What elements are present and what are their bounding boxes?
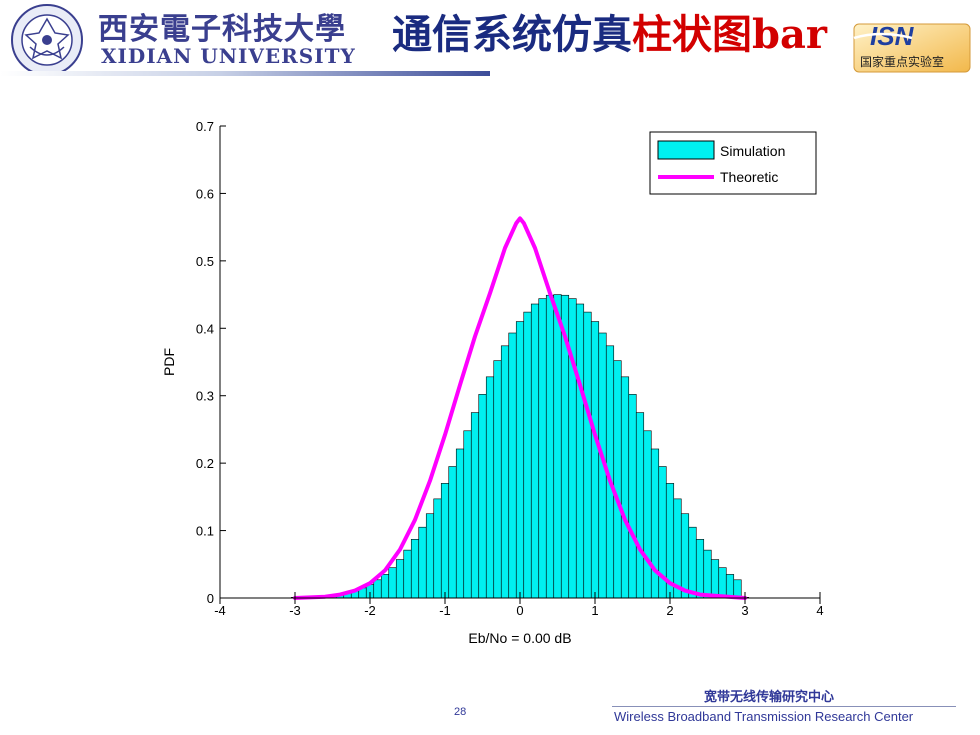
x-tick-label: -4 <box>214 603 226 618</box>
chart-axes: -4 -3 -2 -1 0 1 2 3 4 0 0.1 0.2 0.3 0.4 0.5 0.6 0.7 <box>196 119 824 618</box>
histogram-bar <box>643 430 652 599</box>
histogram-bar <box>628 394 637 599</box>
histogram-bar <box>613 360 622 599</box>
histogram-bar <box>485 376 495 599</box>
y-tick-label: 0.7 <box>196 119 214 134</box>
slide-title: 通信系统仿真柱状图bar <box>392 2 827 60</box>
footer-center-cn: 宽带无线传输研究中心 <box>704 690 835 705</box>
histogram-bar <box>410 539 420 599</box>
histogram-bar <box>575 303 585 599</box>
histogram-bar <box>695 539 705 599</box>
y-tick-label: 0.6 <box>196 186 214 201</box>
histogram-bar <box>380 574 390 599</box>
histogram-bar <box>448 466 457 599</box>
histogram-bar <box>425 513 435 599</box>
histogram-bar <box>583 311 592 599</box>
histogram-bar <box>680 513 690 599</box>
histogram-bar <box>703 549 712 599</box>
y-tick-label: 0.4 <box>196 321 214 336</box>
legend-label-theoretic: Theoretic <box>720 169 778 185</box>
y-tick-label: 0.5 <box>196 254 214 269</box>
histogram-bar <box>493 360 502 599</box>
x-axis-label: Eb/No = 0.00 dB <box>468 630 571 646</box>
x-tick-label: 1 <box>591 603 598 618</box>
histogram-bar <box>403 549 412 599</box>
y-tick-label: 0.3 <box>196 389 214 404</box>
histogram-bar <box>545 294 555 599</box>
x-tick-label: -2 <box>364 603 376 618</box>
x-tick-label: 0 <box>516 603 523 618</box>
legend-label-simulation: Simulation <box>720 143 785 159</box>
histogram-bar <box>388 567 397 599</box>
histogram-bar <box>455 448 465 599</box>
slide-title-main: 通信系统仿真 <box>392 11 632 58</box>
header-divider <box>0 71 490 76</box>
x-tick-label: 4 <box>816 603 823 618</box>
histogram-bar <box>620 376 630 599</box>
histogram-bar <box>478 394 487 599</box>
histogram-bar <box>523 311 532 599</box>
histogram-bar <box>725 574 735 599</box>
x-tick-label: 3 <box>741 603 748 618</box>
histogram-bar <box>500 345 510 599</box>
y-tick-label: 0 <box>207 591 214 606</box>
isn-lab-logo: ISN 国家重点实验室 <box>853 21 971 73</box>
histogram-bar <box>718 567 727 599</box>
theoretic-curve <box>293 216 747 600</box>
y-tick-label: 0.1 <box>196 524 214 539</box>
y-tick-label: 0.2 <box>196 456 214 471</box>
y-axis-label: PDF <box>161 348 177 376</box>
footer-center-en: Wireless Broadband Transmission Research… <box>614 709 914 724</box>
histogram-bar <box>395 559 405 599</box>
histogram-bar <box>590 321 600 599</box>
xidian-university-logo <box>11 4 83 76</box>
histogram-bar <box>673 498 682 599</box>
x-tick-label: -1 <box>439 603 451 618</box>
legend-swatch-simulation <box>657 140 715 160</box>
chart-legend: Simulation Theoretic <box>649 131 817 195</box>
university-name-en: XIDIAN UNIVERSITY <box>101 44 356 68</box>
slide-title-highlight: 柱状图bar <box>632 11 827 58</box>
histogram-bar <box>553 294 562 599</box>
x-tick-label: 2 <box>666 603 673 618</box>
histogram-bar <box>463 430 472 599</box>
histogram-bar <box>418 526 427 599</box>
histogram-bar <box>508 332 517 599</box>
histogram-bar <box>710 559 720 599</box>
x-tick-label: -3 <box>289 603 301 618</box>
histogram-bar <box>530 303 540 599</box>
university-name-cn: 西安電子科技大學 <box>98 12 346 47</box>
histogram-bar <box>433 498 442 599</box>
page-number: 28 <box>454 706 467 718</box>
histogram-bar <box>688 526 697 599</box>
histogram-bar <box>568 298 577 599</box>
pdf-histogram-chart: -4 -3 -2 -1 0 1 2 3 4 0 0.1 0.2 0.3 0.4 0.5 0.6 0.7 Eb/N… <box>161 119 824 646</box>
histogram-bar <box>515 321 525 599</box>
histogram-bar <box>373 579 382 599</box>
footer-divider <box>612 706 956 707</box>
histogram-bar <box>650 448 660 599</box>
histogram-bar <box>635 412 645 599</box>
histogram-bar <box>538 298 547 599</box>
simulation-bars <box>290 294 750 599</box>
isn-lab-name: 国家重点实验室 <box>860 54 944 69</box>
histogram-bar <box>470 412 480 599</box>
histogram-bar <box>440 483 450 599</box>
